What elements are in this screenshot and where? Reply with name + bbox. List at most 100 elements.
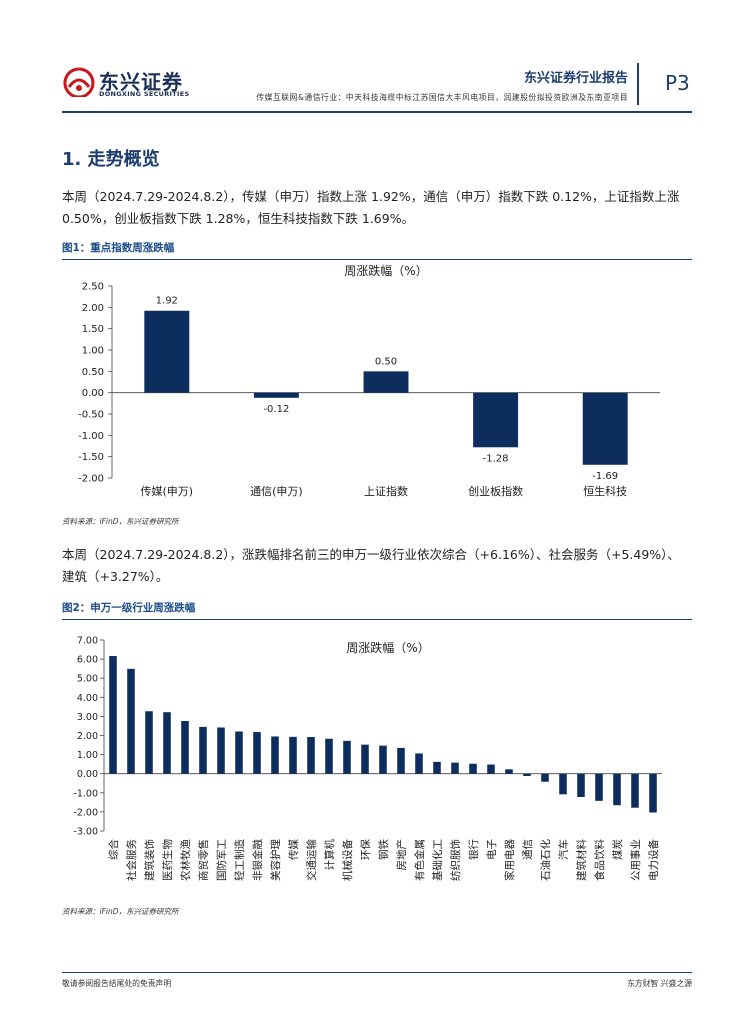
- figure1-title: 图1：重点指数周涨跌幅: [62, 242, 175, 254]
- chart2-x-label: 建筑装饰: [143, 839, 156, 881]
- chart1-y-tick-label: 2.50: [82, 282, 104, 293]
- chart2-x-label: 商贸零售: [197, 839, 210, 881]
- chart2-bar: [127, 668, 135, 774]
- chart2-y-tick-label: 3.00: [77, 712, 98, 723]
- chart2-bar: [325, 738, 333, 774]
- page-number: P3: [665, 71, 690, 95]
- chart2-bar: [415, 753, 423, 774]
- chart1-x-label: 恒生科技: [583, 484, 627, 498]
- chart1-bar: [473, 392, 519, 448]
- chart2-x-label: 环保: [359, 839, 372, 860]
- chart2-bar: [487, 764, 495, 774]
- chart2-x-label: 医药生物: [161, 839, 174, 881]
- header-divider: [637, 63, 639, 105]
- chart2-bar: [433, 761, 441, 774]
- chart1-y-tick-label: -1.50: [78, 452, 104, 463]
- chart2-bar: [271, 736, 279, 774]
- paragraph-index-summary: 本周（2024.7.29-2024.8.2），传媒（申万）指数上涨 1.92%，…: [62, 189, 680, 226]
- chart2-x-label: 银行: [467, 839, 480, 860]
- chart2-x-label: 社会服务: [125, 839, 138, 881]
- chart1-data-label: 0.50: [375, 356, 397, 367]
- chart2-bar: [163, 712, 171, 774]
- chart2-x-label: 轻工制造: [233, 839, 246, 881]
- chart2-title: 周涨跌幅（%）: [346, 640, 429, 655]
- chart1-x-label: 通信(申万): [250, 485, 303, 498]
- chart2-bar: [613, 773, 621, 806]
- chart2-bar: [541, 773, 549, 782]
- logo-text-cn: 东兴证券: [99, 70, 183, 94]
- chart2-bar: [469, 763, 477, 774]
- chart2-x-label: 电子: [485, 839, 498, 860]
- chart2-bar: [145, 711, 153, 774]
- chart2-x-label: 煤炭: [611, 839, 624, 860]
- header-rule: [62, 111, 692, 113]
- chart1-x-label: 传媒(申万): [141, 485, 194, 498]
- footer-rule: [62, 972, 692, 973]
- chart1-y-tick-label: 0.50: [82, 367, 104, 378]
- dongxing-logo-icon: [63, 67, 95, 97]
- chart2-x-label: 食品饮料: [593, 839, 606, 881]
- chart2-x-label: 电力设备: [647, 839, 660, 881]
- chart1-y-tick-label: 1.50: [82, 324, 104, 335]
- chart1-x-label: 上证指数: [364, 484, 408, 498]
- chart2-bar: [199, 726, 207, 774]
- figure2-title: 图2：申万一级行业周涨跌幅: [62, 602, 196, 614]
- chart1-title: 周涨跌幅（%）: [344, 263, 427, 278]
- chart2-x-label: 公用事业: [629, 839, 642, 881]
- chart2-bar: [595, 773, 603, 801]
- chart1-bar: [253, 392, 299, 398]
- chart2-x-label: 基础化工: [431, 839, 444, 881]
- footer-slogan: 东方财智 兴盛之源: [627, 979, 692, 988]
- chart2-bar: [631, 773, 639, 808]
- chart1-bar: [582, 392, 628, 465]
- chart2-y-tick-label: 0.00: [77, 769, 98, 780]
- chart2-x-label: 建筑材料: [575, 839, 588, 881]
- chart2-bar: [577, 773, 585, 798]
- chart1-y-tick-label: 0.00: [82, 388, 104, 399]
- chart2-bar: [343, 740, 351, 774]
- chart2-x-label: 计算机: [323, 839, 336, 871]
- chart1-data-label: -0.12: [263, 404, 289, 415]
- chart2-bar: [451, 762, 459, 774]
- chart2-x-label: 纺织服饰: [449, 839, 462, 881]
- chart1-x-label: 创业板指数: [468, 484, 523, 498]
- chart1-y-tick-label: -2.00: [78, 474, 104, 485]
- chart2-y-tick-label: 7.00: [77, 636, 98, 647]
- chart2-x-label: 农林牧渔: [179, 839, 192, 881]
- chart2-y-tick-label: 2.00: [77, 731, 98, 742]
- report-title: 东兴证券行业报告: [523, 71, 628, 86]
- chart2-bar: [217, 727, 225, 774]
- chart2-bar: [361, 744, 369, 774]
- chart2-bar: [559, 773, 567, 795]
- chart2-y-tick-label: -3.00: [73, 827, 98, 838]
- chart2-y-tick-label: -1.00: [73, 788, 98, 799]
- chart1-bar: [363, 371, 409, 393]
- figure1-source: 资料来源：iFinD，东兴证券研究所: [62, 517, 179, 526]
- chart2-x-label: 国防军工: [215, 839, 228, 881]
- chart-index-weekly-change: 周涨跌幅（%） 2.50 2.00 1.50 1.00 0.50 0.00 -0.50 -1.0…: [78, 263, 660, 498]
- chart-industry-weekly-change: 周涨跌幅（%） 7.00 6.00 5.00 4.00 3.00 2.00 1.00 0.00 -…: [73, 636, 662, 881]
- chart1-y-tick-label: -1.00: [78, 431, 104, 442]
- chart2-x-label: 机械设备: [341, 839, 354, 881]
- chart2-bar: [181, 720, 189, 774]
- chart2-bar: [505, 769, 513, 774]
- chart2-x-label: 有色金属: [413, 839, 426, 881]
- chart2-x-label: 通信: [522, 839, 534, 860]
- section-title: 1. 走势概览: [62, 149, 160, 170]
- chart2-x-label: 家用电器: [503, 839, 516, 881]
- paragraph-industry-summary: 本周（2024.7.29-2024.8.2），涨跌幅排名前三的申万一级行业依次综…: [62, 547, 680, 584]
- chart2-x-label: 交通运输: [305, 839, 318, 881]
- chart2-bar: [379, 745, 387, 774]
- chart2-x-label: 美容护理: [269, 839, 282, 881]
- chart2-y-tick-label: 4.00: [77, 693, 98, 704]
- chart2-bar: [235, 731, 243, 774]
- chart2-bar: [649, 773, 657, 813]
- chart2-bar: [397, 747, 405, 774]
- chart2-bar: [289, 736, 297, 774]
- figure1-rule: [62, 259, 692, 260]
- chart2-y-tick-label: 1.00: [77, 750, 98, 761]
- chart2-x-label: 汽车: [557, 839, 570, 860]
- chart2-bar: [523, 773, 531, 776]
- footer-disclaimer: 敬请参阅报告结尾处的免责声明: [62, 979, 172, 988]
- chart1-data-label: -1.69: [592, 471, 618, 482]
